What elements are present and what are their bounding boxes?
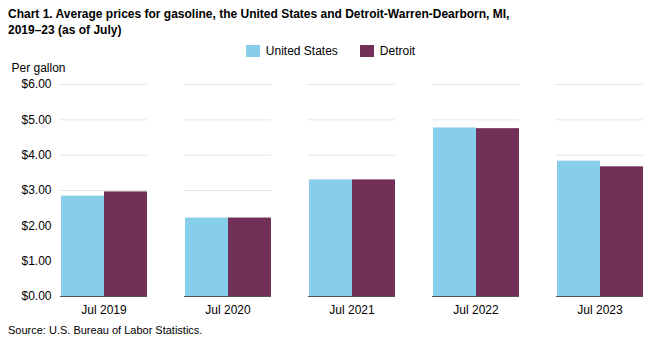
svg-text:$0.00: $0.00 (21, 290, 51, 304)
svg-text:Jul 2020: Jul 2020 (205, 303, 251, 317)
svg-text:$5.00: $5.00 (21, 113, 51, 127)
svg-text:$2.00: $2.00 (21, 219, 51, 233)
svg-text:$3.00: $3.00 (21, 184, 51, 198)
html-text:Source: U.S. Bureau of Labor S: Source: U.S. Bureau of Labor Statistics. (8, 324, 203, 337)
svg-text:$1.00: $1.00 (21, 254, 51, 268)
svg-text:Jul 2021: Jul 2021 (329, 303, 375, 317)
svg-text:Jul 2019: Jul 2019 (81, 303, 127, 317)
svg-text:Jul 2022: Jul 2022 (453, 303, 499, 317)
svg-text:Per gallon: Per gallon (12, 61, 66, 75)
html-text:Detroit: Detroit (379, 44, 416, 59)
svg-text:Jul 2023: Jul 2023 (577, 303, 623, 317)
html-text:Chart 1. Average prices for ga: Chart 1. Average prices for gasoline, th… (8, 7, 510, 38)
svg-text:$4.00: $4.00 (21, 148, 51, 162)
html-text:United States: United States (265, 44, 338, 59)
svg-text:$6.00: $6.00 (21, 78, 51, 92)
